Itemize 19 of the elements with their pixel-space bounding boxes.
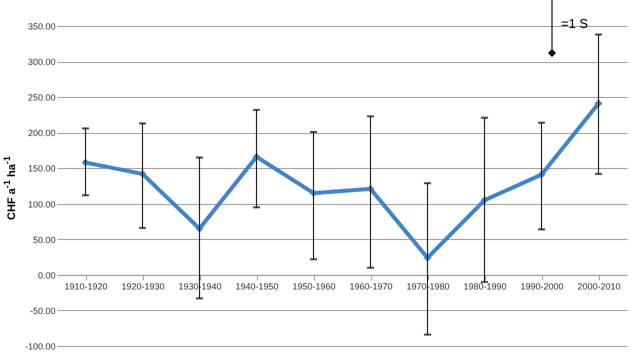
- y-tick-label: 100.00: [28, 199, 56, 210]
- x-tick-label: 1980-1990: [463, 281, 507, 292]
- x-tick-label: 1940-1950: [235, 281, 279, 292]
- y-tick-label: 150.00: [28, 164, 56, 174]
- y-tick-label: -50.00: [30, 306, 56, 316]
- annotation: =1 S: [561, 16, 588, 31]
- x-tick-label: 1910-1920: [64, 281, 108, 292]
- y-tick-label: 300.00: [28, 57, 56, 68]
- y-tick-label: 250.00: [28, 92, 56, 103]
- y-tick-label: -100.00: [24, 342, 56, 352]
- x-tick-label: 1960-1970: [349, 281, 393, 292]
- y-tick-label: 0.00: [38, 270, 56, 280]
- x-tick-label: 2000-2010: [577, 281, 621, 292]
- y-tick-label: 50.00: [32, 234, 56, 245]
- x-tick-label: 1950-1960: [292, 281, 336, 292]
- y-tick-label: 350.00: [28, 22, 56, 32]
- y-tick-label: 200.00: [28, 128, 56, 138]
- x-tick-label: 1920-1930: [121, 281, 165, 292]
- x-tick-label: 1990-2000: [520, 281, 564, 292]
